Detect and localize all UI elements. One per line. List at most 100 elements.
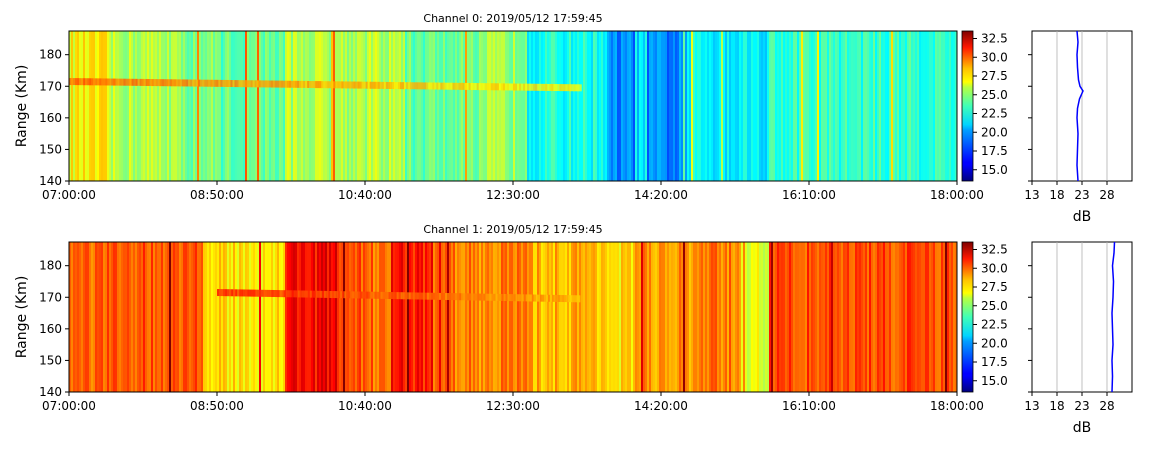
heatmap-column [247,242,250,392]
echo-band-cell [467,293,470,301]
heatmap-column [623,31,626,181]
echo-band-cell [436,292,440,300]
heatmap-column [547,31,550,181]
y-tick-label: 140 [39,174,62,188]
heatmap-column [607,31,610,181]
echo-band-cell [204,79,207,87]
echo-band-cell [218,79,221,87]
heatmap-column [829,242,832,392]
echo-band-cell [263,289,266,297]
heatmap-column [297,242,300,392]
heatmap-column [343,242,346,392]
heatmap-column [305,31,308,181]
echo-band-cell [159,79,162,87]
heatmap-column [525,242,528,392]
heatmap-column [405,31,408,181]
echo-band-cell [224,79,227,87]
heatmap-column [549,242,552,392]
heatmap-column [937,242,940,392]
heatmap-column [349,31,352,181]
heatmap-column [435,242,438,392]
heatmap-column [329,31,332,181]
echo-band-cell [259,289,262,297]
heatmap-column [625,242,628,392]
heatmap-column [223,31,226,181]
heatmap-column [843,31,846,181]
heatmap-column [211,31,214,181]
heatmap-column [569,242,572,392]
heatmap-column [321,242,324,392]
heatmap-column [121,31,124,181]
heatmap-column [827,242,830,392]
echo-band-cell [232,80,235,88]
echo-band-cell [321,81,324,89]
heatmap-column [83,242,86,392]
heatmap-column [331,242,334,392]
echo-band-cell [231,289,234,297]
echo-band-cell [173,79,177,87]
heatmap-column [775,242,778,392]
heatmap-column [227,242,230,392]
heatmap-column [143,31,146,181]
heatmap-column [907,242,910,392]
heatmap-column [905,31,908,181]
echo-band-cell [313,290,317,298]
heatmap-column [483,242,486,392]
heatmap-column [161,31,164,181]
heatmap-column [419,242,422,392]
echo-band-cell [460,82,463,90]
colorbar-tick-label: 15.0 [981,163,1008,177]
heatmap-column [875,31,878,181]
heatmap-column [573,31,576,181]
heatmap-column [901,31,904,181]
heatmap-column [283,242,286,392]
echo-band-cell [95,78,98,86]
echo-band-cell [113,78,116,86]
heatmap-column [445,242,448,392]
heatmap-column [191,31,194,181]
y-tick-label: 160 [39,322,62,336]
heatmap-column [609,31,612,181]
heatmap-column [683,242,686,392]
heatmap-column [433,31,436,181]
heatmap-column [353,242,356,392]
heatmap-column [893,31,896,181]
heatmap-column [939,242,942,392]
heatmap-column [529,31,532,181]
colorbar-tick-label: 20.0 [981,125,1008,139]
heatmap-column [333,31,336,181]
echo-band-cell [89,78,92,86]
heatmap-column [699,31,702,181]
heatmap-column [251,242,254,392]
echo-band-cell [531,294,534,302]
heatmap-column [327,242,330,392]
heatmap-column [703,242,706,392]
echo-band-cell [390,292,393,300]
heatmap-column [321,31,324,181]
heatmap-column [897,31,900,181]
heatmap-column [125,242,128,392]
heatmap-column [629,242,632,392]
echo-band-cell [241,289,244,297]
heatmap-column [77,242,80,392]
heatmap-column [179,242,182,392]
heatmap-column [379,242,382,392]
heatmap-column [425,242,428,392]
heatmap-column [71,31,74,181]
heatmap-column [817,242,820,392]
echo-band-cell [362,291,365,299]
heatmap-column [609,242,612,392]
y-axis-ticks: 140 150 160 170 180 [39,48,69,188]
echo-band-cell [137,78,140,86]
colorbar-tick-label: 20.0 [981,336,1008,350]
heatmap-column [567,31,570,181]
heatmap-column [945,31,948,181]
heatmap-column [801,242,804,392]
echo-band-cell [351,81,354,89]
echo-band-cell [418,292,421,300]
y-tick-label: 150 [39,142,62,156]
heatmap-column [921,242,924,392]
heatmap-column [317,31,320,181]
echo-band-cell [410,292,413,300]
heatmap-column [283,31,286,181]
